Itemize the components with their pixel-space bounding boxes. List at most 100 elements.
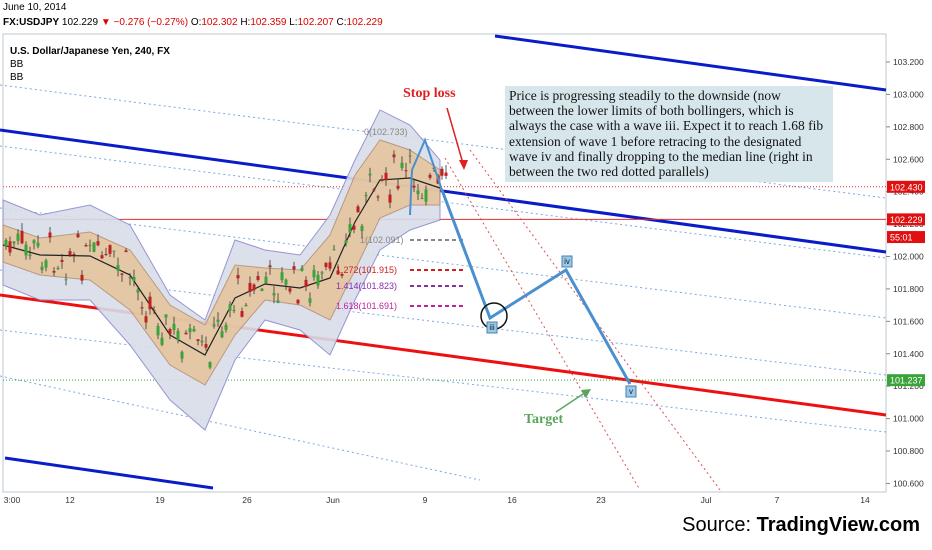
- candle: [244, 304, 248, 307]
- candle: [308, 298, 312, 303]
- candle: [92, 242, 96, 252]
- candle: [320, 272, 324, 274]
- price-label-box: [887, 213, 925, 226]
- indicator-bb-2[interactable]: BB: [10, 72, 24, 83]
- candle: [200, 340, 204, 343]
- candle: [140, 307, 144, 309]
- candle: [52, 271, 56, 273]
- stop-loss-arrow: [446, 107, 465, 168]
- bollinger-outer: [2, 109, 441, 431]
- candle: [220, 331, 224, 338]
- candle: [420, 198, 424, 200]
- candle: [376, 196, 380, 198]
- price-change: −0.276 (−0.27%): [113, 17, 189, 28]
- y-tick-label: 102.800: [893, 122, 924, 132]
- candle: [148, 296, 152, 310]
- candle: [44, 260, 48, 268]
- wave-projection: [440, 189, 632, 385]
- y-tick-label: 100.800: [893, 446, 924, 456]
- wave-label: iv: [564, 257, 570, 266]
- channel-dotted-line: [0, 269, 887, 376]
- candle: [304, 279, 308, 287]
- candle: [84, 245, 88, 247]
- wave-label-box: [625, 385, 637, 398]
- wave-label: v: [629, 387, 633, 396]
- candle: [312, 269, 316, 278]
- candle: [400, 162, 404, 168]
- y-tick-label: 101.400: [893, 349, 924, 359]
- y-tick-label: 101.800: [893, 284, 924, 294]
- candle: [256, 276, 260, 280]
- price-label-box: [887, 374, 925, 387]
- candle: [208, 362, 212, 368]
- candle: [180, 351, 184, 359]
- price-label-box: [887, 180, 925, 193]
- candle: [416, 190, 420, 195]
- candle: [284, 279, 288, 285]
- candle: [176, 330, 180, 341]
- candle: [132, 276, 136, 282]
- candle: [328, 262, 332, 269]
- x-tick-label: 12: [65, 495, 75, 505]
- candle: [332, 249, 336, 251]
- y-tick-label: 102.000: [893, 252, 924, 262]
- low-label: L:: [289, 17, 298, 28]
- chart-date: June 10, 2014: [3, 2, 67, 13]
- candle: [440, 168, 444, 176]
- candle: [116, 265, 120, 271]
- candle: [136, 289, 140, 293]
- candle: [404, 170, 408, 172]
- candle: [324, 262, 328, 268]
- candle: [64, 279, 68, 281]
- candle: [80, 274, 84, 281]
- y-tick-label: 101.600: [893, 316, 924, 326]
- indicator-bb-1[interactable]: BB: [10, 59, 24, 70]
- candle: [384, 172, 388, 181]
- candle: [184, 332, 188, 335]
- candle: [260, 288, 264, 292]
- x-tick-label: 16: [507, 495, 517, 505]
- candle: [288, 288, 292, 292]
- candle: [352, 225, 356, 230]
- candle: [120, 273, 124, 275]
- candle: [152, 310, 156, 312]
- candle: [428, 174, 432, 178]
- wave-label-box: [561, 255, 573, 268]
- target-label: Target: [524, 412, 564, 427]
- candle: [124, 250, 128, 253]
- fib-label: 1.618(101.691): [336, 301, 397, 311]
- candle: [24, 244, 28, 256]
- close-label: C:: [336, 17, 347, 28]
- candle: [264, 276, 268, 284]
- candle: [392, 154, 396, 158]
- stop-loss-label: Stop loss: [403, 86, 456, 101]
- fib-label: 0(102.733): [364, 127, 408, 137]
- candle: [88, 244, 92, 246]
- candle: [204, 344, 208, 348]
- candle: [196, 339, 200, 342]
- candle: [444, 172, 448, 176]
- channel-dotted-line: [0, 145, 887, 259]
- low-value: 102.207: [297, 17, 334, 28]
- x-tick-label: 9: [423, 495, 428, 505]
- candle: [192, 329, 196, 332]
- candle: [240, 311, 244, 317]
- wave-label: iii: [489, 323, 495, 332]
- candle: [8, 241, 12, 253]
- candle: [164, 314, 168, 318]
- candle: [28, 254, 32, 257]
- candle: [160, 337, 164, 345]
- candle: [68, 251, 72, 256]
- y-tick-label: 100.600: [893, 478, 924, 488]
- x-tick-label: 23: [596, 495, 606, 505]
- candle: [388, 194, 392, 203]
- candle: [336, 270, 340, 275]
- candle: [104, 254, 108, 256]
- fib-label: 1.414(101.823): [336, 281, 397, 291]
- open-value: 102.302: [201, 17, 238, 28]
- candle: [172, 323, 176, 330]
- candle: [168, 329, 172, 335]
- candle: [300, 267, 304, 271]
- x-tick-label: 3:00: [4, 495, 21, 505]
- stop-loss-arrowhead: [459, 160, 468, 170]
